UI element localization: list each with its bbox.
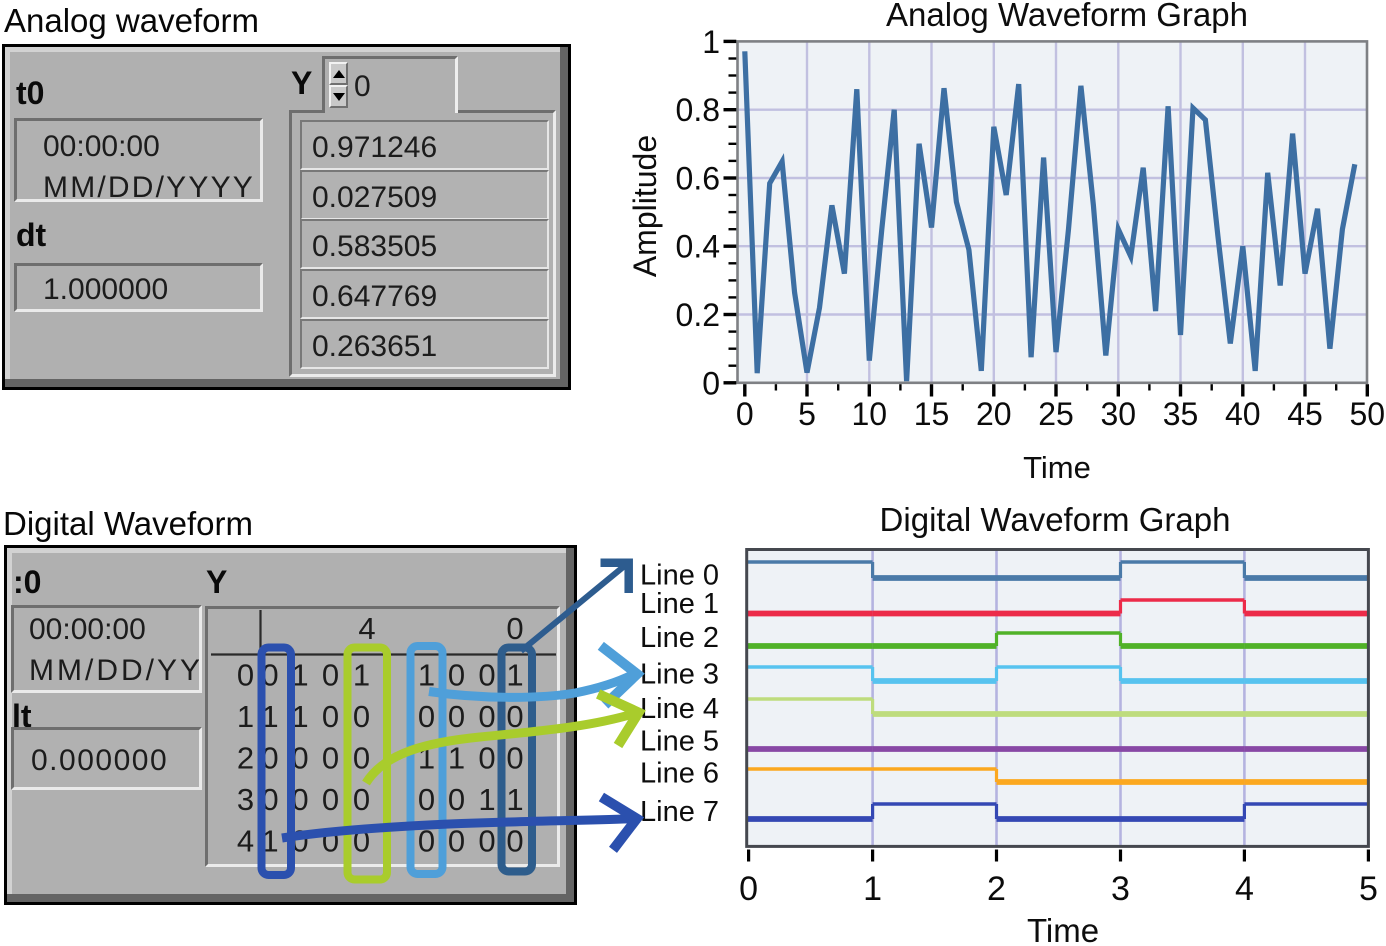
svg-text:Line 0: Line 0 bbox=[640, 560, 719, 592]
svg-text:0: 0 bbox=[418, 782, 435, 817]
svg-text:0: 0 bbox=[736, 396, 754, 432]
svg-text:1: 1 bbox=[237, 699, 254, 734]
svg-text:0: 0 bbox=[322, 741, 339, 776]
svg-text:5: 5 bbox=[798, 396, 816, 432]
svg-text:4: 4 bbox=[1235, 870, 1254, 908]
svg-text:0: 0 bbox=[478, 699, 495, 734]
svg-text:Amplitude: Amplitude bbox=[627, 135, 663, 277]
svg-text:2: 2 bbox=[237, 741, 254, 776]
svg-text:1: 1 bbox=[478, 782, 495, 817]
svg-text:Digital Waveform Graph: Digital Waveform Graph bbox=[880, 501, 1231, 538]
svg-text:4: 4 bbox=[237, 824, 254, 859]
svg-text:30: 30 bbox=[1101, 396, 1137, 432]
svg-text:0.2: 0.2 bbox=[676, 297, 720, 333]
svg-text:0: 0 bbox=[478, 658, 495, 693]
svg-text:15: 15 bbox=[914, 396, 950, 432]
svg-text:50: 50 bbox=[1350, 396, 1386, 432]
svg-text:0.6: 0.6 bbox=[676, 161, 720, 197]
svg-text:0: 0 bbox=[353, 782, 370, 817]
svg-text:40: 40 bbox=[1225, 396, 1261, 432]
svg-text:0: 0 bbox=[478, 741, 495, 776]
svg-text:1: 1 bbox=[261, 824, 278, 859]
svg-text:0: 0 bbox=[448, 658, 465, 693]
svg-text:1: 1 bbox=[448, 741, 465, 776]
svg-text:1: 1 bbox=[506, 782, 523, 817]
svg-text:0: 0 bbox=[506, 824, 523, 859]
svg-text:0: 0 bbox=[237, 658, 254, 693]
svg-text:0: 0 bbox=[418, 699, 435, 734]
svg-text:1: 1 bbox=[702, 24, 720, 60]
svg-text:0: 0 bbox=[506, 741, 523, 776]
svg-text:Line 2: Line 2 bbox=[640, 622, 719, 654]
svg-text:0: 0 bbox=[353, 741, 370, 776]
svg-text:0: 0 bbox=[478, 824, 495, 859]
svg-text:35: 35 bbox=[1163, 396, 1199, 432]
svg-text:0: 0 bbox=[291, 782, 308, 817]
svg-text:0: 0 bbox=[261, 782, 278, 817]
svg-text:Line 3: Line 3 bbox=[640, 659, 719, 691]
svg-text:10: 10 bbox=[852, 396, 888, 432]
svg-text:Line 6: Line 6 bbox=[640, 758, 719, 790]
svg-text:Time: Time bbox=[1027, 912, 1099, 946]
svg-text:0: 0 bbox=[506, 699, 523, 734]
svg-text:0.4: 0.4 bbox=[676, 229, 720, 265]
svg-text:3: 3 bbox=[1111, 870, 1130, 908]
svg-text:Line 1: Line 1 bbox=[640, 588, 719, 620]
svg-text:0.8: 0.8 bbox=[676, 92, 720, 128]
svg-text:0: 0 bbox=[448, 782, 465, 817]
svg-text:45: 45 bbox=[1287, 396, 1323, 432]
svg-text:0: 0 bbox=[322, 782, 339, 817]
svg-text:1: 1 bbox=[353, 658, 370, 693]
svg-text:5: 5 bbox=[1359, 870, 1378, 908]
svg-text:0: 0 bbox=[322, 658, 339, 693]
svg-text:3: 3 bbox=[237, 782, 254, 817]
svg-text:Line 7: Line 7 bbox=[640, 796, 719, 828]
svg-text:0: 0 bbox=[291, 741, 308, 776]
svg-text:Analog Waveform Graph: Analog Waveform Graph bbox=[886, 0, 1248, 33]
svg-text:1: 1 bbox=[261, 699, 278, 734]
svg-text:1: 1 bbox=[506, 658, 523, 693]
svg-text:Line 4: Line 4 bbox=[640, 693, 719, 725]
svg-text:0: 0 bbox=[322, 699, 339, 734]
svg-text:Line 5: Line 5 bbox=[640, 726, 719, 758]
svg-text:0: 0 bbox=[448, 699, 465, 734]
svg-text:1: 1 bbox=[291, 658, 308, 693]
svg-text:0: 0 bbox=[702, 365, 720, 401]
svg-text:4: 4 bbox=[358, 611, 375, 646]
svg-text:2: 2 bbox=[987, 870, 1006, 908]
svg-text:1: 1 bbox=[291, 699, 308, 734]
svg-text:0: 0 bbox=[448, 824, 465, 859]
svg-text:25: 25 bbox=[1038, 396, 1074, 432]
svg-text:1: 1 bbox=[863, 870, 882, 908]
svg-text:0: 0 bbox=[261, 741, 278, 776]
svg-text:1: 1 bbox=[418, 658, 435, 693]
svg-text:20: 20 bbox=[976, 396, 1012, 432]
svg-text:0: 0 bbox=[353, 699, 370, 734]
svg-text:0: 0 bbox=[418, 824, 435, 859]
svg-text:0: 0 bbox=[506, 611, 523, 646]
svg-text:Time: Time bbox=[1023, 450, 1091, 485]
svg-text:0: 0 bbox=[261, 658, 278, 693]
svg-text:0: 0 bbox=[739, 870, 758, 908]
